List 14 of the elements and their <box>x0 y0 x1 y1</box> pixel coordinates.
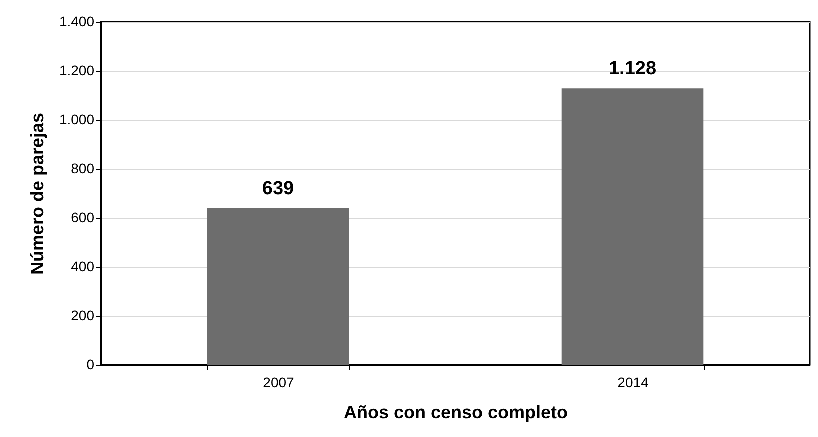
y-tick-label: 200 <box>71 308 95 324</box>
y-tick-label: 600 <box>71 210 95 226</box>
y-axis-title: Número de parejas <box>27 112 48 276</box>
x-tick-label: 2007 <box>263 374 295 390</box>
x-axis-title: Años con censo completo <box>344 402 568 422</box>
y-tick-label: 400 <box>71 258 95 274</box>
y-tick-label: 1.200 <box>59 62 95 78</box>
y-tick-label: 1.400 <box>59 14 95 30</box>
data-label: 639 <box>262 178 294 200</box>
x-tick-label: 2014 <box>618 374 650 390</box>
data-label: 1.128 <box>608 58 657 80</box>
y-tick-label: 1.000 <box>59 112 95 128</box>
y-tick-label: 0 <box>86 356 95 372</box>
y-tick-label: 800 <box>71 160 95 176</box>
